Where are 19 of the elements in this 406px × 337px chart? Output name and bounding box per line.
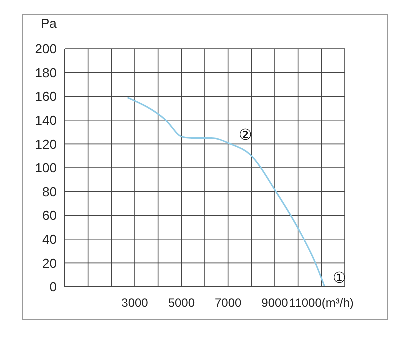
y-tick-label: 100	[35, 160, 57, 176]
y-tick-label: 140	[35, 113, 57, 128]
y-tick-label: 200	[35, 42, 57, 57]
y-tick-label: 80	[42, 184, 57, 200]
y-tick-label: 40	[42, 232, 57, 248]
x-tick-label: 7000	[214, 296, 242, 310]
x-tick-label: 3000	[122, 296, 149, 310]
annotation: ②	[238, 126, 252, 144]
x-tick-label: 5000	[168, 296, 196, 310]
y-tick-label: 20	[42, 256, 57, 271]
x-tick-label: 9000	[262, 296, 289, 310]
x-tick-label: 11000(m³/h)	[289, 296, 354, 310]
y-tick-label: 60	[42, 208, 57, 224]
y-tick-label: 120	[35, 136, 57, 152]
y-tick-label: 160	[35, 89, 57, 104]
line-series	[127, 97, 326, 287]
y-axis-title: Pa	[41, 16, 58, 32]
y-tick-label: 0	[50, 280, 57, 295]
y-tick-label: 180	[35, 65, 57, 80]
